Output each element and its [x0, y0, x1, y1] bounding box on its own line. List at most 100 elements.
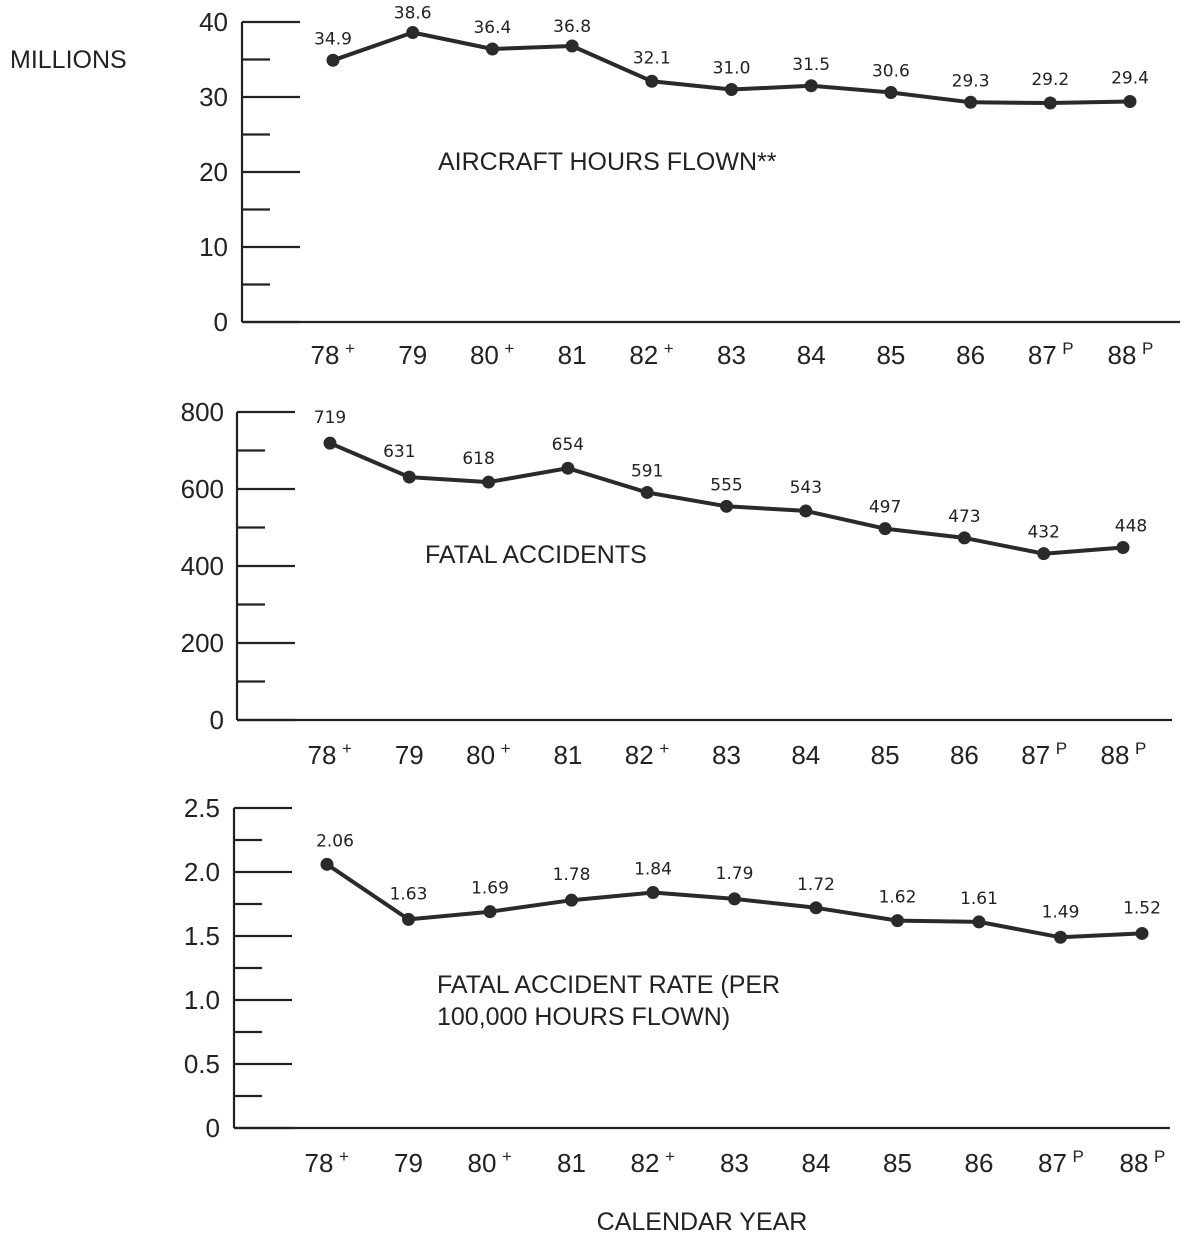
series-line — [329, 441, 1124, 556]
x-tick-label: 85 — [876, 340, 905, 370]
data-label: 36.4 — [473, 18, 511, 38]
data-point — [891, 914, 904, 928]
data-point — [728, 892, 741, 906]
data-label: 1.72 — [797, 875, 835, 895]
x-tick-label: 87 — [1038, 1148, 1067, 1178]
data-point — [1054, 930, 1067, 944]
data-point — [482, 475, 496, 489]
data-point — [561, 461, 575, 475]
data-label: 1.62 — [879, 888, 917, 908]
y-tick-label: 2.5 — [184, 793, 220, 823]
chart-panel-1: 0 10 20 30 40 MILLIONS 34.9 38.6 36.4 36.8 32.1 31.… — [10, 4, 1180, 370]
x-tick-label: 83 — [720, 1148, 749, 1178]
data-label: 1.49 — [1042, 902, 1080, 922]
x-tick-label: 82 — [629, 340, 658, 370]
data-point — [320, 857, 334, 871]
data-label: 29.3 — [952, 71, 990, 91]
data-point — [402, 912, 415, 926]
x-tick-superscript: P — [1142, 339, 1153, 358]
data-label: 719 — [314, 408, 346, 428]
y-tick-label: 0 — [206, 1113, 220, 1143]
data-label: 31.5 — [792, 55, 830, 75]
data-label: 32.1 — [633, 48, 671, 68]
x-axis-title: CALENDAR YEAR — [597, 1208, 808, 1236]
data-label: 1.84 — [634, 859, 672, 879]
data-point — [1123, 95, 1137, 108]
data-label: 1.61 — [960, 889, 998, 909]
data-label: 555 — [710, 475, 742, 495]
y-tick-label: 600 — [181, 474, 224, 504]
y-tick-label: 0 — [210, 705, 224, 735]
x-tick-label: 80 — [468, 1148, 497, 1178]
x-tick-superscript: + — [504, 339, 514, 358]
x-tick-label: 88 — [1120, 1148, 1149, 1178]
data-point — [326, 53, 340, 67]
x-tick-superscript: P — [1073, 1147, 1084, 1166]
x-tick-label: 84 — [802, 1148, 831, 1178]
data-point — [1135, 926, 1149, 940]
data-label: 36.8 — [553, 17, 591, 37]
x-tick-superscript: P — [1154, 1147, 1165, 1166]
y-tick-label: 200 — [181, 628, 224, 658]
data-label: 1.69 — [471, 879, 509, 899]
data-label: 1.63 — [390, 884, 428, 904]
data-point — [1043, 96, 1057, 110]
x-tick-superscript: + — [659, 739, 669, 758]
x-tick-label: 78 — [311, 340, 340, 370]
data-label: 543 — [790, 478, 822, 498]
x-tick-label: 87 — [1021, 740, 1050, 770]
data-point — [720, 499, 733, 513]
data-point — [646, 885, 660, 899]
x-tick-label: 79 — [398, 340, 427, 370]
panel-title: FATAL ACCIDENT RATE (PER — [437, 971, 780, 999]
data-point — [406, 26, 420, 39]
x-tick-label: 78 — [308, 740, 337, 770]
y-tick-label: 40 — [199, 7, 228, 37]
x-tick-label: 81 — [558, 340, 587, 370]
y-tick-label: 0.5 — [184, 1049, 220, 1079]
data-point — [884, 86, 898, 99]
panel-title: 100,000 HOURS FLOWN) — [437, 1003, 730, 1031]
y-tick-label: 30 — [199, 82, 228, 112]
data-label: 1.79 — [716, 864, 754, 884]
x-tick-superscript: + — [501, 739, 511, 758]
data-label: 31.0 — [713, 59, 751, 79]
y-tick-label: 1.0 — [184, 985, 220, 1015]
data-label: 30.6 — [872, 62, 910, 82]
x-tick-label: 85 — [883, 1148, 912, 1178]
y-tick-label: 400 — [181, 551, 224, 581]
x-tick-label: 80 — [470, 340, 499, 370]
data-point — [964, 95, 978, 109]
x-tick-label: 81 — [557, 1148, 586, 1178]
x-tick-superscript: P — [1062, 339, 1073, 358]
data-point — [799, 504, 813, 518]
data-point — [1037, 547, 1051, 561]
data-point — [565, 893, 578, 907]
y-tick-label: 2.0 — [184, 857, 220, 887]
data-label: 34.9 — [314, 29, 352, 49]
data-point — [323, 436, 337, 450]
x-tick-label: 87 — [1028, 340, 1057, 370]
chart-panel-3: 0 0.5 1.0 1.5 2.0 2.5 2.06 1.63 1.69 1.78 1.84 1.79… — [184, 793, 1170, 1236]
x-tick-label: 84 — [791, 740, 820, 770]
x-tick-label: 83 — [717, 340, 746, 370]
x-tick-superscript: + — [502, 1147, 512, 1166]
x-tick-label: 88 — [1108, 340, 1137, 370]
x-tick-label: 82 — [625, 740, 654, 770]
data-point — [485, 42, 499, 56]
data-point — [972, 915, 986, 929]
y-unit-label: MILLIONS — [10, 46, 127, 74]
data-point — [804, 79, 818, 93]
panel-title: FATAL ACCIDENTS — [425, 541, 647, 569]
data-label: 29.4 — [1111, 69, 1149, 89]
data-label: 1.78 — [553, 865, 591, 885]
x-tick-superscript: + — [345, 339, 355, 358]
data-label: 497 — [869, 498, 901, 518]
x-tick-label: 82 — [631, 1148, 660, 1178]
x-tick-label: 86 — [965, 1148, 994, 1178]
data-label: 591 — [631, 461, 663, 481]
data-label: 2.06 — [316, 831, 354, 851]
x-tick-label: 79 — [395, 740, 424, 770]
x-tick-label: 81 — [553, 740, 582, 770]
